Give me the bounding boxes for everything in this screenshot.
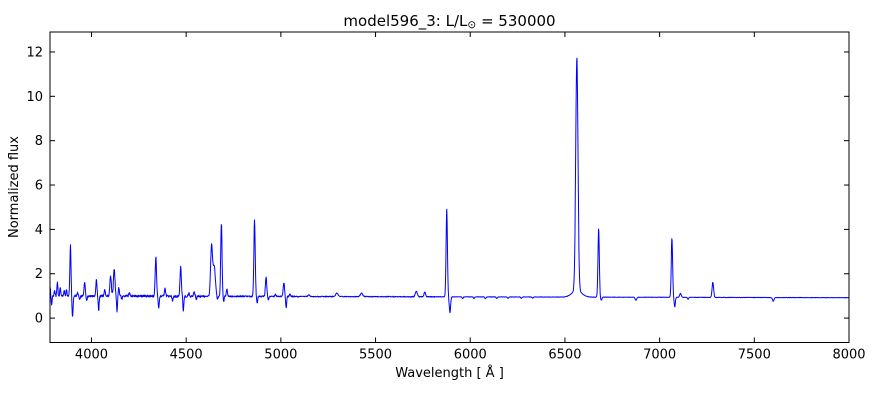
x-axis-label: Wavelength [ Å ]	[395, 366, 504, 381]
x-tick-label: 4500	[170, 348, 203, 363]
y-tick-label: 6	[35, 179, 43, 194]
y-tick-label: 0	[35, 312, 43, 327]
y-tick-label: 2	[35, 267, 43, 282]
plot-frame	[49, 31, 850, 343]
plot-title-prefix: model596_3: L/L	[343, 12, 468, 30]
spectrum-line	[49, 57, 849, 317]
y-tick-label: 12	[26, 45, 43, 60]
x-tick-label: 5000	[264, 348, 297, 363]
y-tick-label: 8	[35, 134, 43, 149]
plot-title-suffix: = 530000	[476, 12, 556, 30]
x-tick-label: 5500	[359, 348, 392, 363]
x-tick-label: 6000	[454, 348, 487, 363]
x-tick-label: 6500	[548, 348, 581, 363]
y-tick-label: 10	[26, 90, 43, 105]
x-tick-label: 7000	[643, 348, 676, 363]
x-tick-label: 7500	[738, 348, 771, 363]
sun-symbol: ⊙	[467, 19, 477, 32]
y-axis-label: Normalized flux	[7, 136, 22, 238]
x-tick-label: 4000	[75, 348, 108, 363]
y-tick-label: 4	[35, 223, 43, 238]
plot-title: model596_3: L/L⊙ = 530000	[50, 12, 849, 31]
x-tick-label: 8000	[832, 348, 865, 363]
